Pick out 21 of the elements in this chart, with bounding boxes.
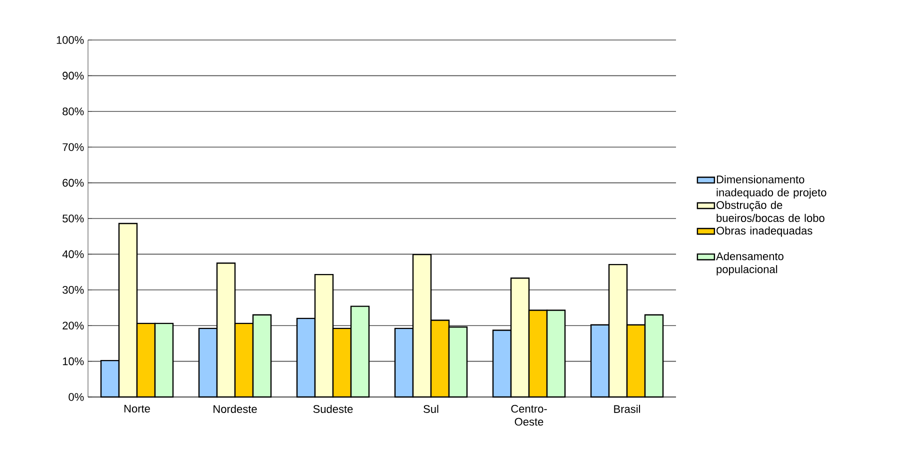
y-tick-label: 80% <box>62 107 84 116</box>
x-tick-label: Centro-Oeste <box>511 404 547 426</box>
x-tick-label: Brasil <box>614 404 640 413</box>
y-tick-label: 90% <box>62 72 84 80</box>
x-tick-label: Sudeste <box>313 404 353 413</box>
legend-label: Dimensionamento inadequado de projeto <box>716 175 826 199</box>
legend-label: Adensamento populacional <box>716 252 784 276</box>
y-tick-label: 70% <box>62 143 84 151</box>
y-tick-label: 10% <box>62 357 84 366</box>
y-tick-label: 60% <box>62 178 84 187</box>
legend-label: Obstrução de bueiros/bocas de lobo <box>716 200 824 222</box>
x-tick-label: Sul <box>424 404 438 413</box>
y-tick-label: 20% <box>62 322 84 330</box>
legend-label: Obras inadequadas <box>716 226 812 237</box>
y-tick-label: 50% <box>62 214 84 222</box>
y-tick-label: 100% <box>56 36 84 44</box>
y-tick-label: 40% <box>62 250 84 258</box>
x-tick-label: Nordeste <box>214 404 257 413</box>
x-tick-label: Norte <box>124 404 150 413</box>
y-tick-label: 0% <box>68 393 84 401</box>
y-tick-label: 30% <box>62 286 84 294</box>
